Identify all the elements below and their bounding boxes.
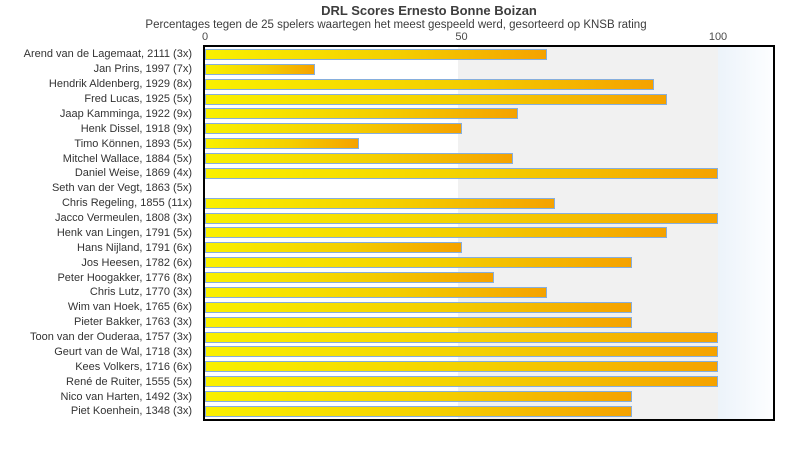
chart-row — [205, 47, 773, 62]
y-axis-label: Chris Lutz, 1770 (3x) — [89, 286, 192, 299]
chart-row — [205, 62, 773, 77]
chart-row — [205, 374, 773, 389]
chart-row — [205, 240, 773, 255]
score-bar — [205, 108, 519, 120]
score-bar — [205, 242, 462, 254]
chart-title: DRL Scores Ernesto Bonne Boizan — [321, 3, 537, 18]
chart-row — [205, 77, 773, 92]
y-axis-label: René de Ruiter, 1555 (5x) — [66, 375, 192, 388]
chart-row — [205, 151, 773, 166]
score-bar — [205, 391, 633, 403]
score-bar — [205, 138, 359, 150]
y-axis-label: Fred Lucas, 1925 (5x) — [84, 93, 192, 106]
chart-row — [205, 330, 773, 345]
y-axis-label: Mitchel Wallace, 1884 (5x) — [62, 152, 192, 165]
chart-row — [205, 92, 773, 107]
y-axis-label: Chris Regeling, 1855 (11x) — [61, 197, 192, 210]
y-axis-label: Timo Können, 1893 (5x) — [74, 137, 192, 150]
chart-row — [205, 211, 773, 226]
y-axis-label: Hans Nijland, 1791 (6x) — [77, 241, 192, 254]
y-axis-label: Kees Volkers, 1716 (6x) — [75, 360, 192, 373]
chart-row — [205, 181, 773, 196]
chart-row — [205, 255, 773, 270]
y-axis-label: Nico van Harten, 1492 (3x) — [60, 390, 192, 403]
y-axis-label: Jaap Kamminga, 1922 (9x) — [59, 107, 192, 120]
x-tick-label: 0 — [201, 31, 209, 43]
score-bar — [205, 301, 633, 313]
y-axis-label: Piet Koenhein, 1348 (3x) — [70, 405, 192, 418]
y-axis-label: Peter Hoogakker, 1776 (8x) — [57, 271, 192, 284]
score-bar — [205, 227, 667, 239]
y-axis-label: Jan Prins, 1997 (7x) — [93, 63, 192, 76]
score-bar — [205, 63, 315, 75]
score-bar — [205, 376, 718, 388]
band-over-100 — [718, 47, 773, 419]
y-axis-label: Geurt van de Wal, 1718 (3x) — [54, 345, 192, 358]
score-bar — [205, 331, 718, 343]
chart-row — [205, 166, 773, 181]
chart-subtitle: Percentages tegen de 25 spelers waartege… — [145, 19, 647, 31]
chart-row — [205, 136, 773, 151]
y-axis-label: Pieter Bakker, 1763 (3x) — [73, 316, 192, 329]
score-bar — [205, 272, 494, 284]
x-axis-ticks: 0 50 100 — [201, 31, 775, 45]
score-bar — [205, 316, 633, 328]
chart-row — [205, 226, 773, 241]
y-axis-label: Toon van der Ouderaa, 1757 (3x) — [29, 331, 192, 344]
score-bar — [205, 153, 513, 165]
chart-row — [205, 196, 773, 211]
x-tick-label: 50 — [455, 31, 468, 43]
score-bar — [205, 346, 718, 358]
y-axis-label: Seth van der Vegt, 1863 (5x) — [51, 182, 192, 195]
score-bar — [205, 257, 633, 269]
score-bar — [205, 286, 548, 298]
score-bar — [205, 123, 462, 135]
chart-row — [205, 389, 773, 404]
chart-row — [205, 359, 773, 374]
plot-area — [203, 45, 775, 421]
score-bar — [205, 78, 654, 90]
score-bar — [205, 197, 555, 209]
chart-row — [205, 345, 773, 360]
chart-row — [205, 121, 773, 136]
chart-row — [205, 315, 773, 330]
chart-row — [205, 270, 773, 285]
y-axis-labels: Arend van de Lagemaat, 2111 (3x) Jan Prin… — [0, 47, 197, 419]
x-tick-label: 100 — [708, 31, 728, 43]
y-axis-label: Jos Heesen, 1782 (6x) — [81, 256, 192, 269]
y-axis-label: Jacco Vermeulen, 1808 (3x) — [55, 212, 192, 225]
chart-row — [205, 285, 773, 300]
bars-container — [205, 47, 773, 419]
score-bar — [205, 167, 718, 179]
chart-row — [205, 107, 773, 122]
score-bar — [205, 93, 667, 105]
y-axis-label: Arend van de Lagemaat, 2111 (3x) — [23, 48, 192, 61]
score-bar — [205, 212, 718, 224]
score-bar — [205, 405, 633, 417]
score-bar — [205, 48, 548, 60]
y-axis-label: Wim van Hoek, 1765 (6x) — [67, 301, 192, 314]
chart-row — [205, 300, 773, 315]
score-bar — [205, 361, 718, 373]
y-axis-label: Daniel Weise, 1869 (4x) — [74, 167, 192, 180]
y-axis-label: Hendrik Aldenberg, 1929 (8x) — [48, 78, 192, 91]
y-axis-label: Henk van Lingen, 1791 (5x) — [56, 226, 192, 239]
y-axis-label: Henk Dissel, 1918 (9x) — [80, 122, 192, 135]
chart-row — [205, 404, 773, 419]
